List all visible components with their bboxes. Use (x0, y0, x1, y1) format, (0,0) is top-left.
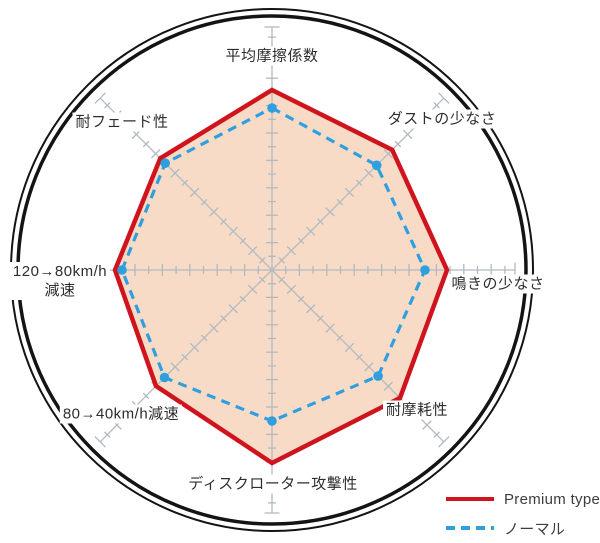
legend-label: Premium type (504, 490, 600, 508)
normal-vertex-dot (160, 158, 170, 168)
axis-label-text: 80→40km/h減速 (62, 405, 180, 423)
axis-label-text: 鳴きの少なさ (451, 275, 545, 293)
normal-vertex-dot (267, 103, 277, 113)
legend-label: ノーマル (504, 520, 566, 538)
axis-label-low-squeal: 鳴きの少なさ (448, 274, 548, 294)
normal-vertex-dot (371, 160, 382, 171)
normal-vertex-dot (420, 265, 430, 275)
normal-polygon (117, 103, 430, 426)
axis-label-low-dust: ダストの少なさ (384, 109, 500, 129)
axis-label-fade-resistance: 耐フェード性 (72, 112, 172, 132)
normal-vertex-dot (117, 265, 127, 275)
normal-vertex-dot (159, 372, 170, 383)
axis-label-average-friction-coefficient: 平均摩擦係数 (222, 46, 322, 66)
axis-label-rotor-aggressiveness: ディスクローター攻撃性 (185, 474, 361, 494)
premium-area-fill (115, 90, 447, 463)
axis-label-text: 120→80km/h (12, 263, 108, 280)
axis-label-wear-resistance: 耐摩耗性 (382, 400, 452, 420)
legend-item-premium-type: Premium type (446, 490, 600, 508)
legend-solid-red-line-icon (446, 497, 494, 501)
axis-label-text: ダストの少なさ (387, 110, 497, 128)
normal-vertex-dot (373, 371, 383, 381)
normal-vertex-dot (267, 416, 277, 426)
axis-label-120-80-deceleration: 120→80km/h 減速 (9, 262, 111, 300)
legend-dashed-blue-line-icon (446, 526, 494, 530)
legend: Premium type ノーマル (446, 490, 600, 538)
premium-type-polygon (112, 87, 450, 466)
axis-label-text: 平均摩擦係数 (225, 47, 319, 65)
axis-label-80-40-deceleration: 80→40km/h減速 (59, 404, 183, 424)
axis-label-text: 耐フェード性 (75, 113, 169, 131)
axis-label-text: ディスクローター攻撃性 (188, 475, 358, 493)
axis-label-text: 耐摩耗性 (385, 401, 449, 419)
legend-item-normal: ノーマル (446, 519, 600, 538)
